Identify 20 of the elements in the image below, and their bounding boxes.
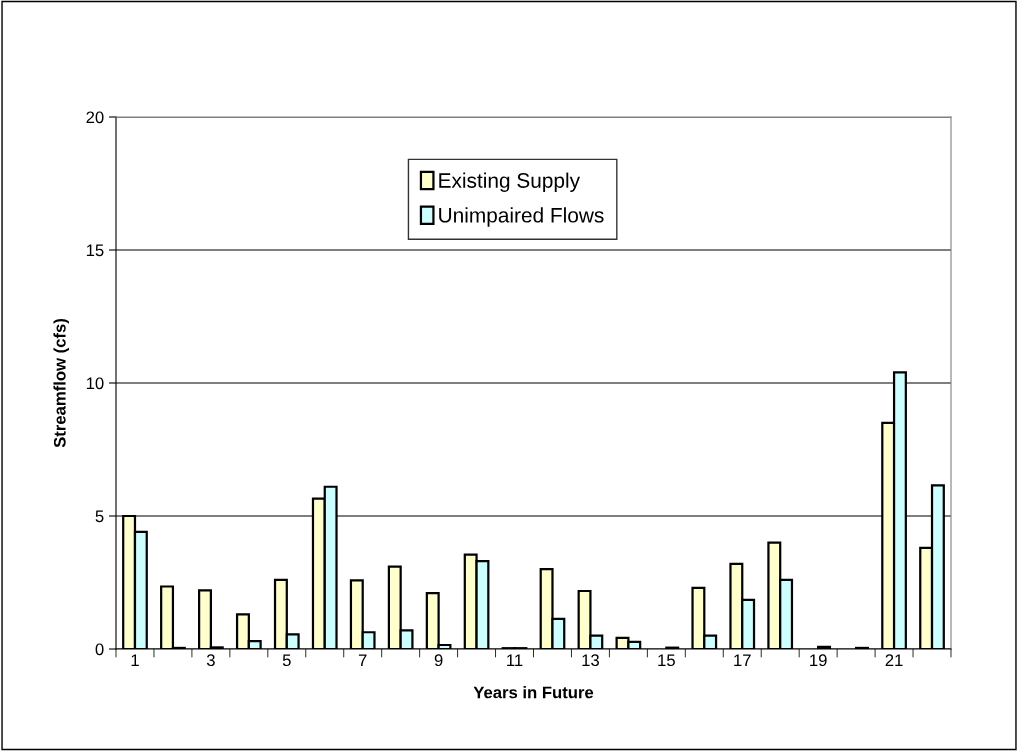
x-tick-label: 17 xyxy=(734,654,751,666)
y-axis-title: Streamflow (cfs) xyxy=(53,319,69,448)
x-tick-label: 3 xyxy=(206,654,215,667)
legend-label: Existing Supply xyxy=(439,172,580,192)
x-tick-label: 5 xyxy=(282,654,291,667)
x-tick-label: 11 xyxy=(507,654,523,666)
y-tick-label: 10 xyxy=(86,377,104,390)
y-tick-label: 0 xyxy=(95,643,104,656)
y-tick-label: 20 xyxy=(86,111,104,124)
x-tick-label: 19 xyxy=(810,654,827,667)
x-tick-label: 7 xyxy=(358,654,367,666)
x-tick-label: 13 xyxy=(582,654,599,667)
x-tick-label: 9 xyxy=(434,654,443,667)
x-tick-label: 15 xyxy=(658,654,675,667)
legend-label: Unimpaired Flows xyxy=(439,207,604,227)
y-tick-label: 5 xyxy=(95,510,104,523)
y-tick-label: 15 xyxy=(86,244,104,257)
x-tick-label: 1 xyxy=(131,654,139,666)
x-axis-title: Years in Future xyxy=(473,686,594,699)
x-tick-label: 21 xyxy=(885,654,903,666)
